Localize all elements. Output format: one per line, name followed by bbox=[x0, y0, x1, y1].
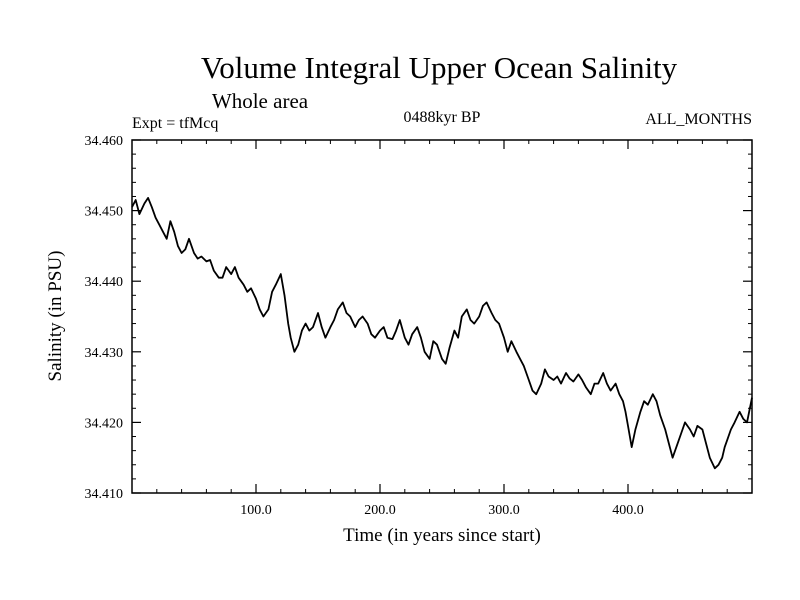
chart-title: Volume Integral Upper Ocean Salinity bbox=[201, 50, 678, 85]
x-tick-label: 200.0 bbox=[364, 503, 396, 518]
experiment-label: Expt = tfMcq bbox=[132, 115, 218, 132]
x-tick-label: 300.0 bbox=[488, 503, 520, 518]
y-axis: 34.410 34.420 34.430 34.440 34.450 34.460 bbox=[85, 134, 752, 502]
months-label: ALL_MONTHS bbox=[645, 111, 752, 128]
y-tick-label: 34.430 bbox=[85, 346, 124, 361]
x-axis-label: Time (in years since start) bbox=[343, 525, 541, 546]
x-tick-label: 400.0 bbox=[612, 503, 644, 518]
y-axis-label: Salinity (in PSU) bbox=[45, 251, 66, 382]
series-layer bbox=[131, 196, 753, 470]
y-tick-label: 34.450 bbox=[85, 205, 124, 220]
plot-frame bbox=[131, 139, 753, 494]
period-label: 0488kyr BP bbox=[404, 109, 481, 126]
x-axis: 100.0 200.0 300.0 400.0 bbox=[156, 140, 728, 518]
salinity-series-line bbox=[131, 196, 753, 470]
y-tick-label: 34.420 bbox=[85, 416, 124, 431]
y-tick-label: 34.440 bbox=[85, 275, 124, 290]
chart-subtitle: Whole area bbox=[212, 89, 309, 113]
y-tick-label: 34.460 bbox=[85, 134, 124, 149]
y-tick-label: 34.410 bbox=[85, 487, 124, 502]
x-tick-label: 100.0 bbox=[240, 503, 272, 518]
